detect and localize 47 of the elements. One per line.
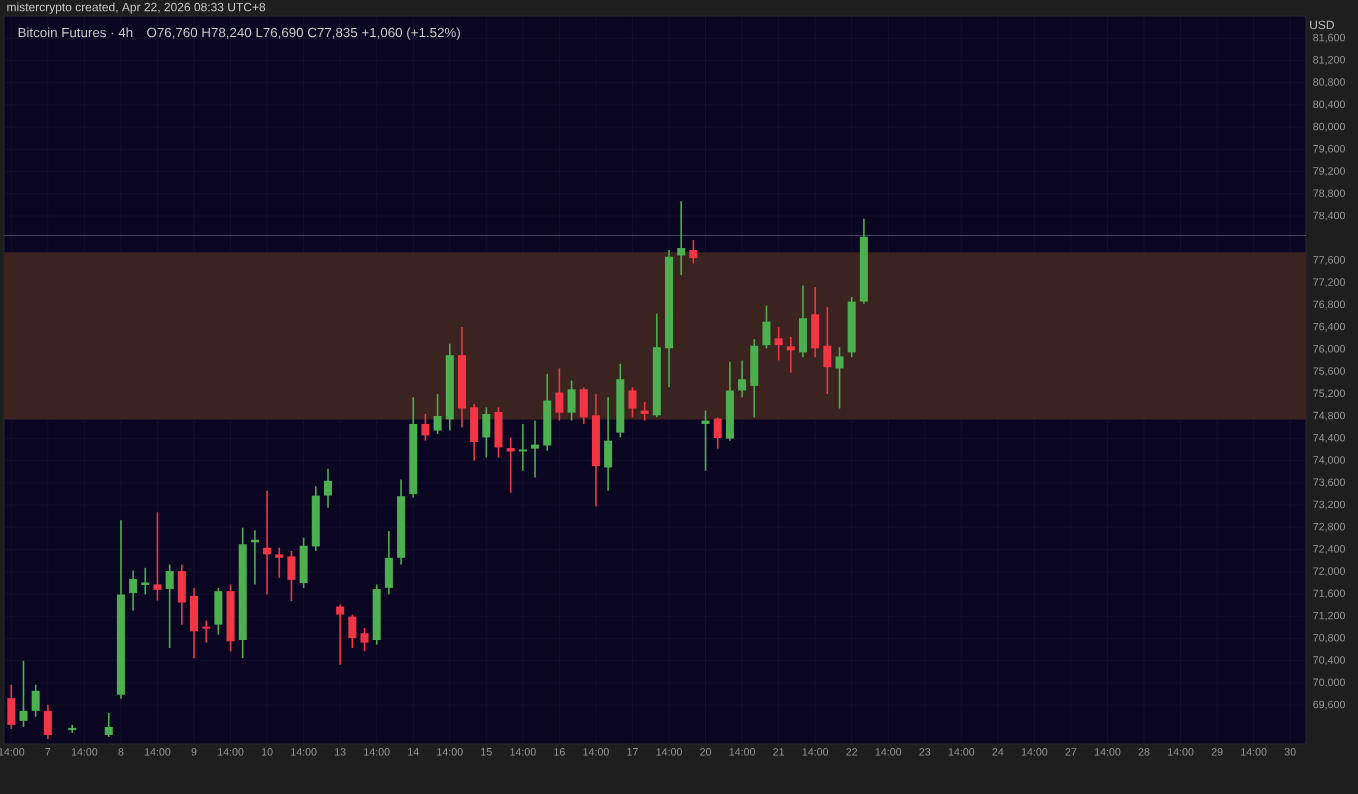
candlestick [165,563,174,649]
candlestick [202,619,211,644]
candlestick [811,286,820,359]
candlestick [19,659,28,728]
candlestick [774,326,783,362]
candlestick [421,413,430,442]
candlestick [433,393,442,435]
candlestick [689,239,698,265]
candlestick [482,406,491,459]
candlestick [798,284,808,359]
candlestick [7,683,16,730]
candlestick [786,336,795,374]
candlestick [104,712,113,738]
candlestick [555,367,564,422]
candlestick [713,416,722,450]
candlestick [579,386,588,425]
candlestick [129,569,138,612]
candlestick [750,338,759,419]
candlestick [263,490,272,596]
candlestick [348,613,357,649]
candlestick [214,587,223,636]
candlestick [531,419,540,479]
candlestick [823,306,832,395]
candlestick [336,603,345,666]
candlestick [141,567,150,596]
candlestick [567,379,576,422]
candlestick [494,406,503,459]
candlestick [762,304,771,350]
candlestick [177,563,186,626]
candlestick [275,546,284,579]
candlestick [470,403,479,462]
candlestick [360,627,369,653]
candlestick [543,373,552,452]
candlestick [43,704,52,740]
candlestick [677,200,686,276]
candlestick [31,683,40,718]
candlestick [189,587,199,659]
candlestick [323,467,332,509]
candlestick [384,530,393,596]
candlestick [518,423,527,472]
candlestick [153,511,162,602]
candlestick [628,386,637,419]
candlestick [287,550,296,602]
candlestick [738,359,747,399]
candlestick [299,536,308,589]
candlestick [835,346,844,410]
candlestick [604,396,613,492]
